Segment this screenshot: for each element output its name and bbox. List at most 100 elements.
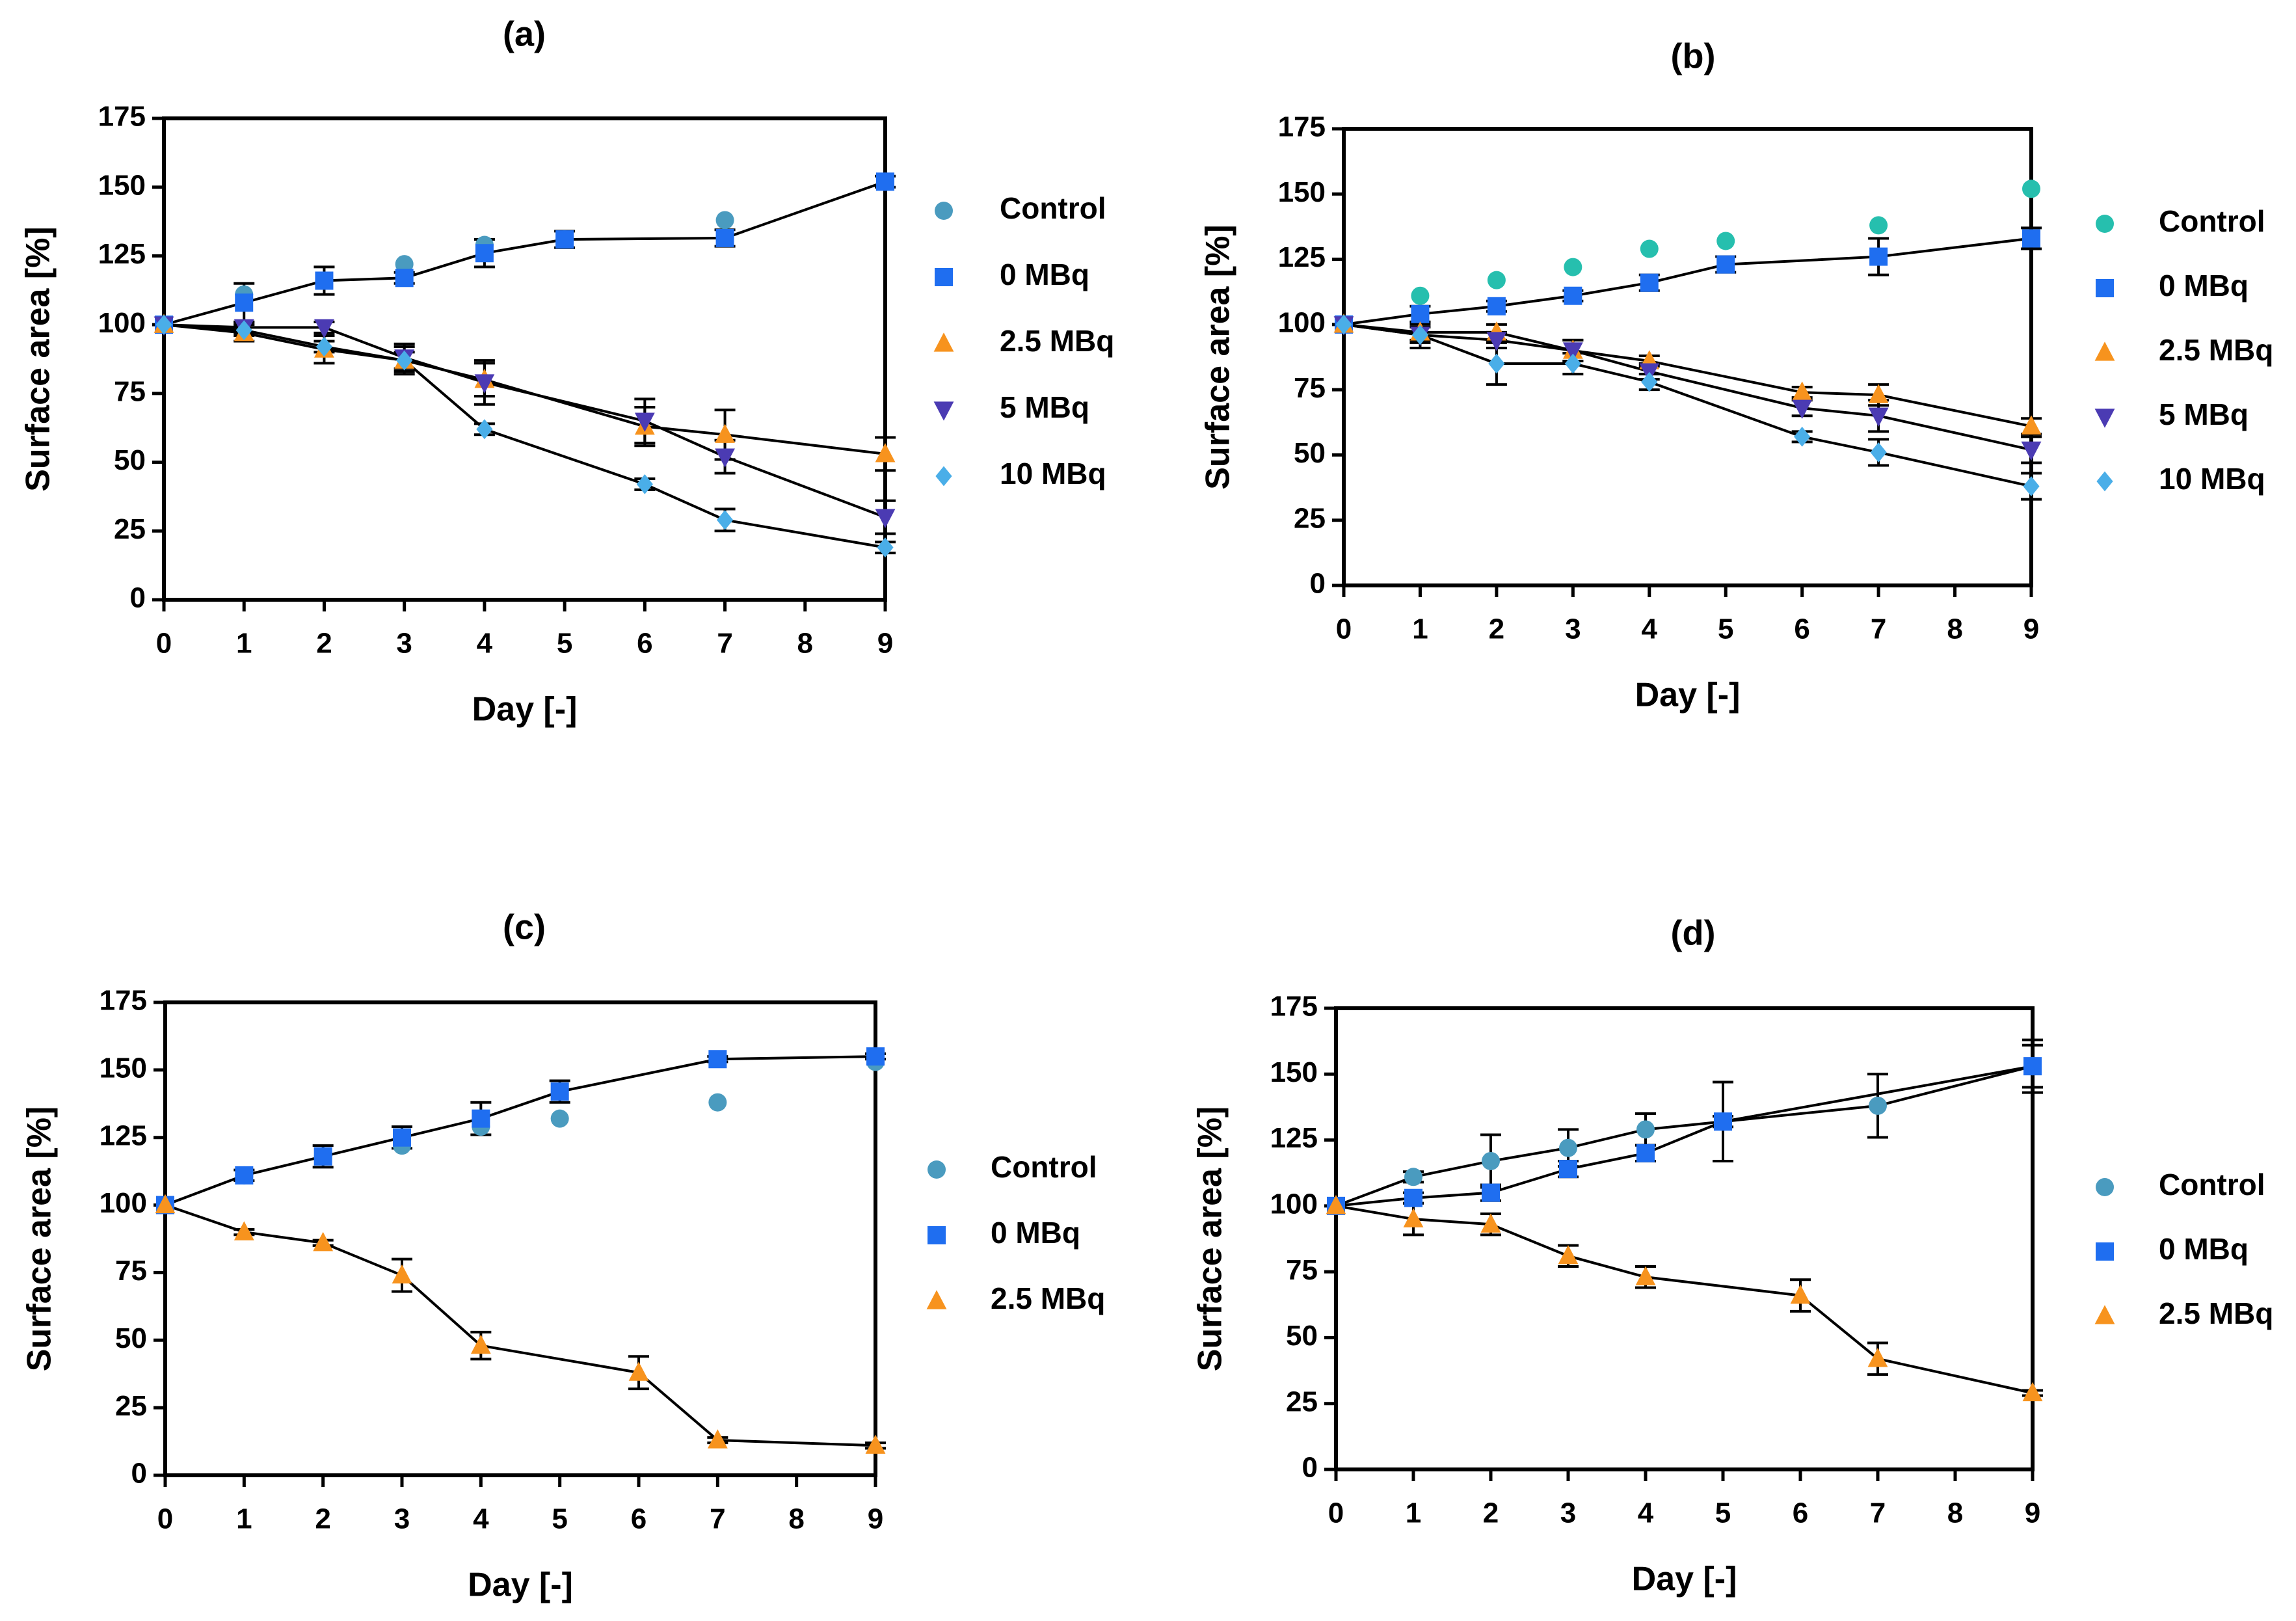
y-tick-label: 25 <box>114 513 146 545</box>
x-tick-label: 4 <box>473 1503 489 1535</box>
legend-label: 5 MBq <box>1000 390 1089 424</box>
data-point <box>1636 1120 1655 1139</box>
legend-marker <box>2096 215 2114 233</box>
data-point <box>1482 1151 1500 1170</box>
data-point <box>476 419 493 440</box>
legend-marker <box>928 1226 946 1244</box>
series-line <box>1335 1065 2033 1207</box>
y-tick-label: 100 <box>100 1187 147 1219</box>
data-point <box>1868 407 1889 427</box>
y-tick-label: 175 <box>100 985 147 1017</box>
data-point <box>707 1429 728 1449</box>
x-axis-label: Day [-] <box>472 691 578 729</box>
data-point <box>1486 332 1507 351</box>
y-tick-label: 75 <box>115 1255 147 1287</box>
data-point <box>474 374 495 394</box>
x-tick-label: 3 <box>396 628 412 660</box>
data-point <box>1869 247 1888 266</box>
x-tick-label: 3 <box>394 1503 410 1535</box>
legend-label: 2.5 MBq <box>991 1281 1105 1315</box>
legend-marker <box>935 202 953 220</box>
y-tick-label: 175 <box>1278 111 1326 143</box>
legend-marker <box>928 1160 946 1179</box>
data-point <box>315 271 334 290</box>
data-point <box>1562 342 1583 362</box>
x-tick-label: 5 <box>552 1503 567 1535</box>
x-tick-label: 7 <box>1870 1497 1886 1529</box>
chart-title: (d) <box>1671 913 1716 952</box>
data-point <box>1411 286 1430 305</box>
data-point <box>2023 476 2040 496</box>
x-tick-label: 0 <box>1336 613 1352 645</box>
legend-label: 2.5 MBq <box>2159 1296 2273 1330</box>
series-line <box>1343 323 2032 451</box>
legend-marker <box>935 268 953 286</box>
legend-marker <box>2094 409 2115 428</box>
legend-label: 0 MBq <box>2159 1232 2249 1266</box>
plot-frame <box>162 116 887 602</box>
legend-marker <box>933 401 954 421</box>
y-tick-label: 125 <box>100 1119 147 1151</box>
data-point <box>2022 180 2040 198</box>
x-tick-label: 4 <box>1642 613 1658 645</box>
x-tick-label: 5 <box>1715 1497 1731 1529</box>
chart-title: (b) <box>1671 36 1716 75</box>
x-tick-label: 6 <box>1793 1497 1808 1529</box>
x-tick-label: 5 <box>1718 613 1733 645</box>
data-point <box>315 336 333 357</box>
y-tick-label: 75 <box>114 375 146 407</box>
x-tick-label: 2 <box>1483 1497 1499 1529</box>
x-tick-label: 2 <box>316 628 332 660</box>
data-point <box>1716 255 1735 274</box>
data-point <box>235 1166 254 1185</box>
data-point <box>875 443 896 462</box>
y-tick-label: 0 <box>1302 1452 1318 1484</box>
plot-frame <box>163 1000 877 1477</box>
x-tick-label: 8 <box>788 1503 804 1535</box>
x-tick-label: 9 <box>868 1503 883 1535</box>
data-point <box>1564 353 1581 374</box>
y-tick-label: 150 <box>100 1052 147 1084</box>
y-tick-label: 125 <box>1278 241 1326 273</box>
data-point <box>1635 1266 1656 1285</box>
x-tick-label: 8 <box>797 628 813 660</box>
y-tick-label: 75 <box>1294 372 1326 404</box>
series-line <box>165 1055 876 1207</box>
data-point <box>1870 442 1887 462</box>
data-point <box>1640 273 1659 292</box>
legend-marker <box>2096 471 2113 492</box>
series-line <box>163 180 886 327</box>
data-point <box>1487 271 1506 289</box>
legend-label: 2.5 MBq <box>1000 324 1114 358</box>
y-tick-label: 175 <box>1270 991 1318 1023</box>
data-point <box>636 474 653 494</box>
legend-label: Control <box>991 1150 1097 1184</box>
x-tick-label: 6 <box>637 628 652 660</box>
data-point <box>628 1361 649 1381</box>
chart-title: (a) <box>503 14 546 53</box>
x-axis-label: Day [-] <box>1635 677 1741 714</box>
x-tick-label: 9 <box>2023 613 2039 645</box>
x-tick-label: 8 <box>1947 1497 1963 1529</box>
y-axis-label: Surface area [%] <box>20 226 57 492</box>
data-point <box>555 230 574 249</box>
data-point <box>1867 1348 1888 1367</box>
data-point <box>393 1128 411 1147</box>
data-point <box>1335 314 1352 335</box>
data-point <box>708 1093 727 1112</box>
x-tick-label: 2 <box>315 1503 330 1535</box>
y-tick-label: 100 <box>1270 1188 1318 1220</box>
data-point <box>866 1047 885 1066</box>
legend-label: 0 MBq <box>2159 269 2249 302</box>
data-point <box>235 320 252 340</box>
data-point <box>1869 216 1888 235</box>
chart-title: (c) <box>503 907 546 946</box>
data-point <box>1404 1188 1422 1207</box>
data-point <box>475 244 494 263</box>
data-point <box>472 1109 490 1128</box>
data-point <box>1488 353 1505 374</box>
x-tick-label: 0 <box>1328 1497 1344 1529</box>
legend-marker <box>2096 1242 2114 1261</box>
series-line <box>165 1203 876 1447</box>
